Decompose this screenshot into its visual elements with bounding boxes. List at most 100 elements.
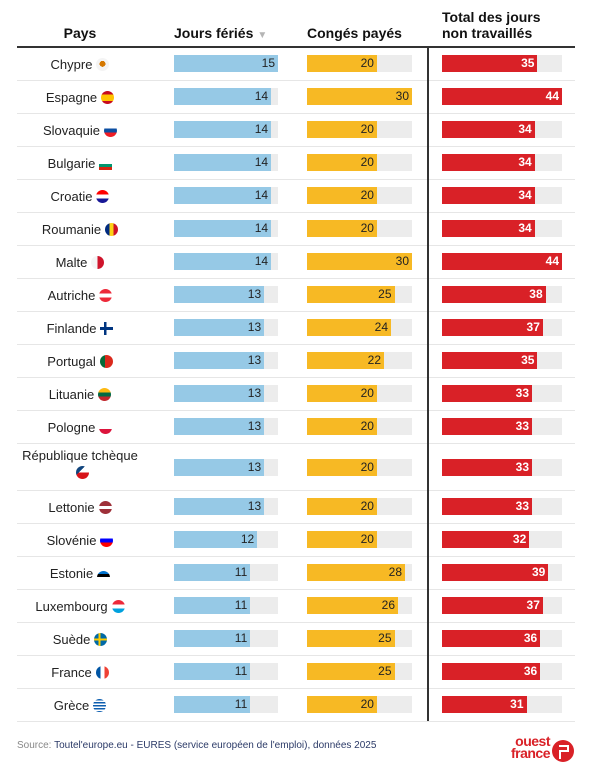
total-track: 37 xyxy=(442,597,562,614)
total-value: 33 xyxy=(515,499,529,513)
total-bar: 35 xyxy=(442,352,538,369)
total-bar: 39 xyxy=(442,564,549,581)
conges-payes-bar: 30 xyxy=(307,253,412,270)
total-value: 36 xyxy=(523,664,538,678)
country-name: Bulgarie xyxy=(47,156,96,171)
lithuania-flag-icon xyxy=(98,388,112,401)
conges-payes-track: 26 xyxy=(307,597,412,614)
jours-feries-bar: 14 xyxy=(174,187,272,204)
jours-feries-bar: 13 xyxy=(174,498,265,515)
country-cell: Lituanie xyxy=(20,387,140,402)
country-name: Chypre xyxy=(50,57,93,72)
jours-feries-track: 12 xyxy=(174,531,278,548)
jours-feries-value: 14 xyxy=(254,221,269,235)
total-value: 33 xyxy=(515,419,529,433)
total-value: 33 xyxy=(515,386,529,400)
total-track: 36 xyxy=(442,630,562,647)
total-value: 44 xyxy=(545,254,559,268)
conges-payes-value: 20 xyxy=(360,188,374,202)
jours-feries-track: 14 xyxy=(174,88,278,105)
jours-feries-bar: 14 xyxy=(174,121,272,138)
table-row: Finlande 13 24 37 xyxy=(17,312,575,345)
country-name: Croatie xyxy=(50,189,93,204)
conges-payes-track: 24 xyxy=(307,319,412,336)
source-text: Toutel'europe.eu - EURES (service europé… xyxy=(54,740,377,751)
country-name: France xyxy=(51,665,92,680)
country-name: République tchèque xyxy=(22,448,138,463)
header-divider xyxy=(17,46,575,48)
cyprus-flag-icon xyxy=(96,58,110,71)
jours-feries-value: 14 xyxy=(254,155,269,169)
logo-text-line2: france xyxy=(510,745,551,761)
total-bar: 37 xyxy=(442,319,543,336)
conges-payes-track: 22 xyxy=(307,352,412,369)
jours-feries-value: 15 xyxy=(261,56,275,70)
total-value: 39 xyxy=(532,565,546,579)
country-name: Slovaquie xyxy=(42,123,101,138)
table-row: Bulgarie 14 20 34 xyxy=(17,147,575,180)
country-cell: République tchèque xyxy=(20,448,140,480)
jours-feries-value: 13 xyxy=(247,353,262,367)
total-track: 35 xyxy=(442,352,562,369)
source-label: Source: xyxy=(17,740,52,751)
country-cell: Espagne xyxy=(20,90,140,105)
total-bar: 34 xyxy=(442,220,535,237)
total-value: 35 xyxy=(521,56,535,70)
total-track: 44 xyxy=(442,88,562,105)
logo-mark-icon xyxy=(552,740,574,762)
conges-payes-track: 20 xyxy=(307,385,412,402)
total-track: 33 xyxy=(442,498,562,515)
jours-feries-track: 13 xyxy=(174,498,278,515)
jours-feries-track: 13 xyxy=(174,385,278,402)
jours-feries-track: 13 xyxy=(174,352,278,369)
conges-payes-value: 25 xyxy=(378,631,392,645)
conges-payes-value: 20 xyxy=(360,122,374,136)
conges-payes-bar: 22 xyxy=(307,352,384,369)
country-cell: Chypre xyxy=(20,57,140,72)
country-name: Pologne xyxy=(47,420,96,435)
jours-feries-bar: 12 xyxy=(174,531,258,548)
sort-down-icon[interactable]: ▼ xyxy=(257,30,268,41)
slovakia-flag-icon xyxy=(104,124,118,137)
conges-payes-value: 20 xyxy=(360,499,374,513)
total-bar: 35 xyxy=(442,55,538,72)
header-pays: Pays xyxy=(63,25,97,41)
logo-text-line1: ouest xyxy=(515,733,550,749)
table-row: Chypre 15 20 35 xyxy=(17,48,575,81)
jours-feries-track: 15 xyxy=(174,55,278,72)
austria-flag-icon xyxy=(99,289,113,302)
france-flag-icon xyxy=(95,666,109,679)
country-cell: Slovaquie xyxy=(20,123,140,138)
total-track: 31 xyxy=(442,696,562,713)
conges-payes-value: 30 xyxy=(395,254,409,268)
spain-flag-icon xyxy=(101,91,115,104)
conges-payes-bar: 25 xyxy=(307,286,395,303)
total-value: 37 xyxy=(526,598,540,612)
total-bar: 38 xyxy=(442,286,546,303)
jours-feries-value: 13 xyxy=(247,499,262,513)
table-row: Slovaquie 14 20 34 xyxy=(17,114,575,147)
croatia-flag-icon xyxy=(96,190,110,203)
jours-feries-track: 11 xyxy=(174,696,278,713)
conges-payes-bar: 28 xyxy=(307,564,405,581)
conges-payes-bar: 20 xyxy=(307,418,377,435)
conges-payes-track: 20 xyxy=(307,459,412,476)
country-cell: Suède xyxy=(20,632,140,647)
conges-payes-value: 25 xyxy=(378,287,392,301)
conges-payes-bar: 20 xyxy=(307,55,377,72)
conges-payes-bar: 25 xyxy=(307,663,395,680)
luxembourg-flag-icon xyxy=(111,600,125,613)
total-track: 32 xyxy=(442,531,562,548)
malta-flag-icon xyxy=(91,256,105,269)
table-row: Luxembourg 11 26 37 xyxy=(17,590,575,623)
jours-feries-value: 14 xyxy=(254,89,269,103)
country-cell: Luxembourg xyxy=(20,599,140,614)
sweden-flag-icon xyxy=(94,633,108,646)
total-track: 44 xyxy=(442,253,562,270)
conges-payes-bar: 26 xyxy=(307,597,398,614)
table-row: Lituanie 13 20 33 xyxy=(17,378,575,411)
header-jours-feries[interactable]: Jours fériés ▼ xyxy=(174,25,267,44)
jours-feries-value: 11 xyxy=(234,631,248,645)
total-value: 37 xyxy=(526,320,540,334)
country-cell: Grèce xyxy=(20,698,140,713)
